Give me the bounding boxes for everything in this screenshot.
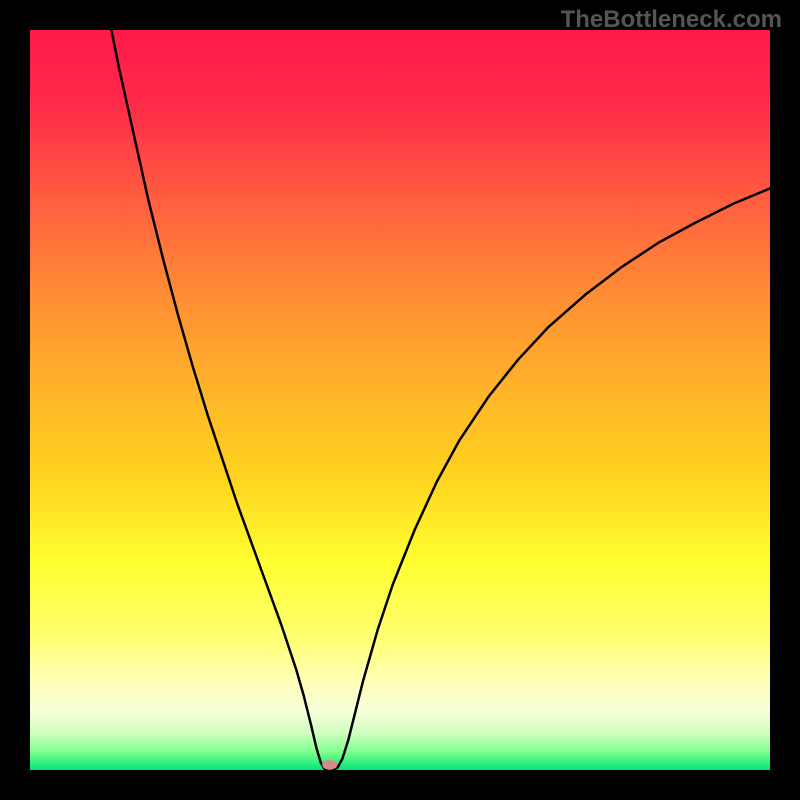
bottleneck-chart — [0, 0, 800, 800]
optimal-point-marker — [323, 760, 337, 769]
chart-container: TheBottleneck.com — [0, 0, 800, 800]
watermark-text: TheBottleneck.com — [561, 6, 782, 34]
plot-background — [30, 30, 770, 770]
